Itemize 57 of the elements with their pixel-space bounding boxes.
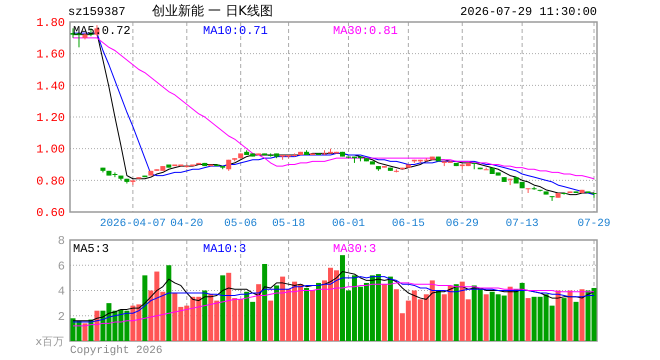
y-tick-label: 1.80 (36, 16, 65, 30)
bar (268, 300, 274, 341)
bar (166, 265, 172, 341)
bar (454, 284, 459, 341)
bar (388, 276, 393, 341)
bar (382, 284, 387, 341)
bar (82, 323, 88, 341)
bar (568, 290, 573, 341)
bar (310, 290, 316, 341)
x-tick-label: 06-29 (446, 218, 479, 230)
bar (262, 264, 268, 341)
y-tick-label: 1.60 (36, 48, 65, 62)
bar (508, 286, 513, 341)
y-tick-label: 4 (58, 284, 65, 298)
line-series (72, 282, 595, 326)
bar (316, 282, 322, 341)
y-tick-label: 0.60 (36, 206, 65, 220)
bar (526, 298, 531, 341)
chart-title: 创业新能 一 日K线图 (152, 4, 273, 19)
bar (562, 298, 567, 341)
bar (142, 275, 148, 341)
bar (220, 275, 226, 341)
x-tick-label: 06-01 (332, 218, 366, 230)
x-tick-label: 05-06 (224, 218, 258, 230)
text: MA10:3 (203, 242, 246, 256)
bar (274, 285, 280, 341)
text: MA30:3 (333, 242, 376, 256)
candlestick (484, 167, 489, 170)
y-tick-label: 1.20 (36, 111, 65, 125)
chart-subtitle: 2026-07-29 11:30:00 (460, 5, 597, 19)
bar (484, 294, 489, 341)
bar (202, 290, 208, 341)
bar (256, 284, 262, 341)
y-tick-label: 0.80 (36, 174, 65, 188)
bar (580, 289, 585, 341)
y-axis-title: x百万 (35, 335, 64, 348)
text: sz159387 (68, 5, 126, 19)
x-tick-label: 2026-04-07 (100, 218, 166, 230)
y-tick-label: 1.40 (36, 79, 65, 94)
x-tick-label: 06-15 (392, 218, 425, 230)
text: Copyright 2026 (70, 345, 162, 357)
x-tick-label: 07-13 (506, 218, 539, 230)
bar (436, 290, 441, 341)
x-tick-label: 04-20 (170, 218, 204, 230)
bar (556, 290, 561, 341)
x-tick-label: 07-29 (578, 218, 611, 230)
bar (304, 288, 310, 341)
bar (574, 302, 579, 341)
bar (94, 310, 100, 341)
x-tick-label: 05-18 (272, 218, 306, 230)
y-tick-label: 8 (58, 234, 65, 248)
y-tick-label: 1.00 (36, 142, 65, 157)
text: MA10:0.71 (203, 24, 268, 38)
y-tick-label: 2 (58, 310, 65, 324)
y-tick-label: 6 (58, 259, 65, 274)
text: MA30:0.81 (333, 24, 398, 38)
text: MA5:3 (73, 242, 110, 256)
